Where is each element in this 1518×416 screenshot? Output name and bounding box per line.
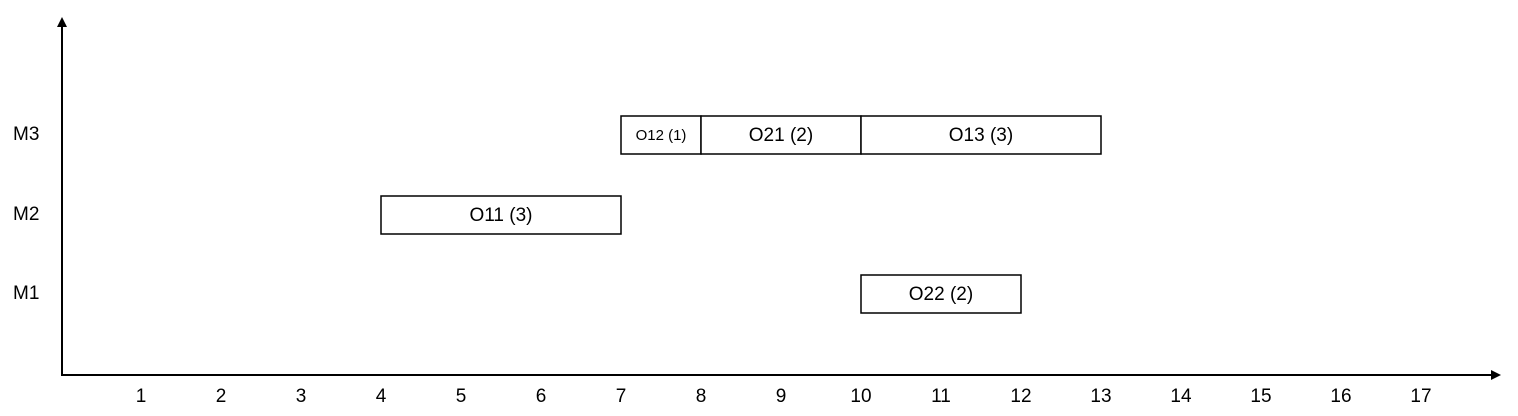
row-labels: M1 M2 M3: [13, 124, 39, 304]
task-bars: O12 (1) O21 (2) O13 (3) O11 (3) O22 (2): [380, 115, 1102, 314]
x-tick-label: 6: [536, 386, 547, 407]
x-tick-label: 4: [376, 386, 387, 407]
x-tick-label: 2: [216, 386, 227, 407]
task-label: O21 (2): [749, 125, 813, 146]
task-label: O11 (3): [469, 205, 532, 226]
x-tick-label: 11: [931, 386, 951, 407]
x-tick-label: 14: [1170, 386, 1192, 407]
x-tick-label: 7: [616, 386, 627, 407]
task-label: O13 (3): [949, 125, 1013, 146]
x-tick-label: 17: [1410, 386, 1431, 407]
x-tick-label: 5: [456, 386, 467, 407]
x-tick-label: 9: [776, 386, 787, 407]
row-label-m2: M2: [13, 204, 39, 225]
x-tick-label: 10: [850, 386, 871, 407]
row-label-m1: M1: [13, 283, 39, 304]
x-tick-label: 15: [1250, 386, 1271, 407]
task-bar-o11: [380, 195, 622, 235]
x-tick-labels: 1 2 3 4 5 6 7 8 9 10 11 12 13 14 15 16 17: [136, 386, 1432, 407]
x-tick-label: 13: [1090, 386, 1111, 407]
task-bar-o21: [700, 115, 862, 155]
x-tick-label: 3: [296, 386, 307, 407]
x-tick-label: 8: [696, 386, 707, 407]
x-tick-label: 1: [136, 386, 147, 407]
x-tick-label: 16: [1330, 386, 1351, 407]
task-label: O12 (1): [636, 127, 687, 144]
task-label: O22 (2): [909, 284, 973, 305]
task-bar-o13: [860, 115, 1102, 155]
x-tick-label: 12: [1010, 386, 1031, 407]
task-bar-o22: [860, 274, 1022, 314]
row-label-m3: M3: [13, 124, 39, 145]
